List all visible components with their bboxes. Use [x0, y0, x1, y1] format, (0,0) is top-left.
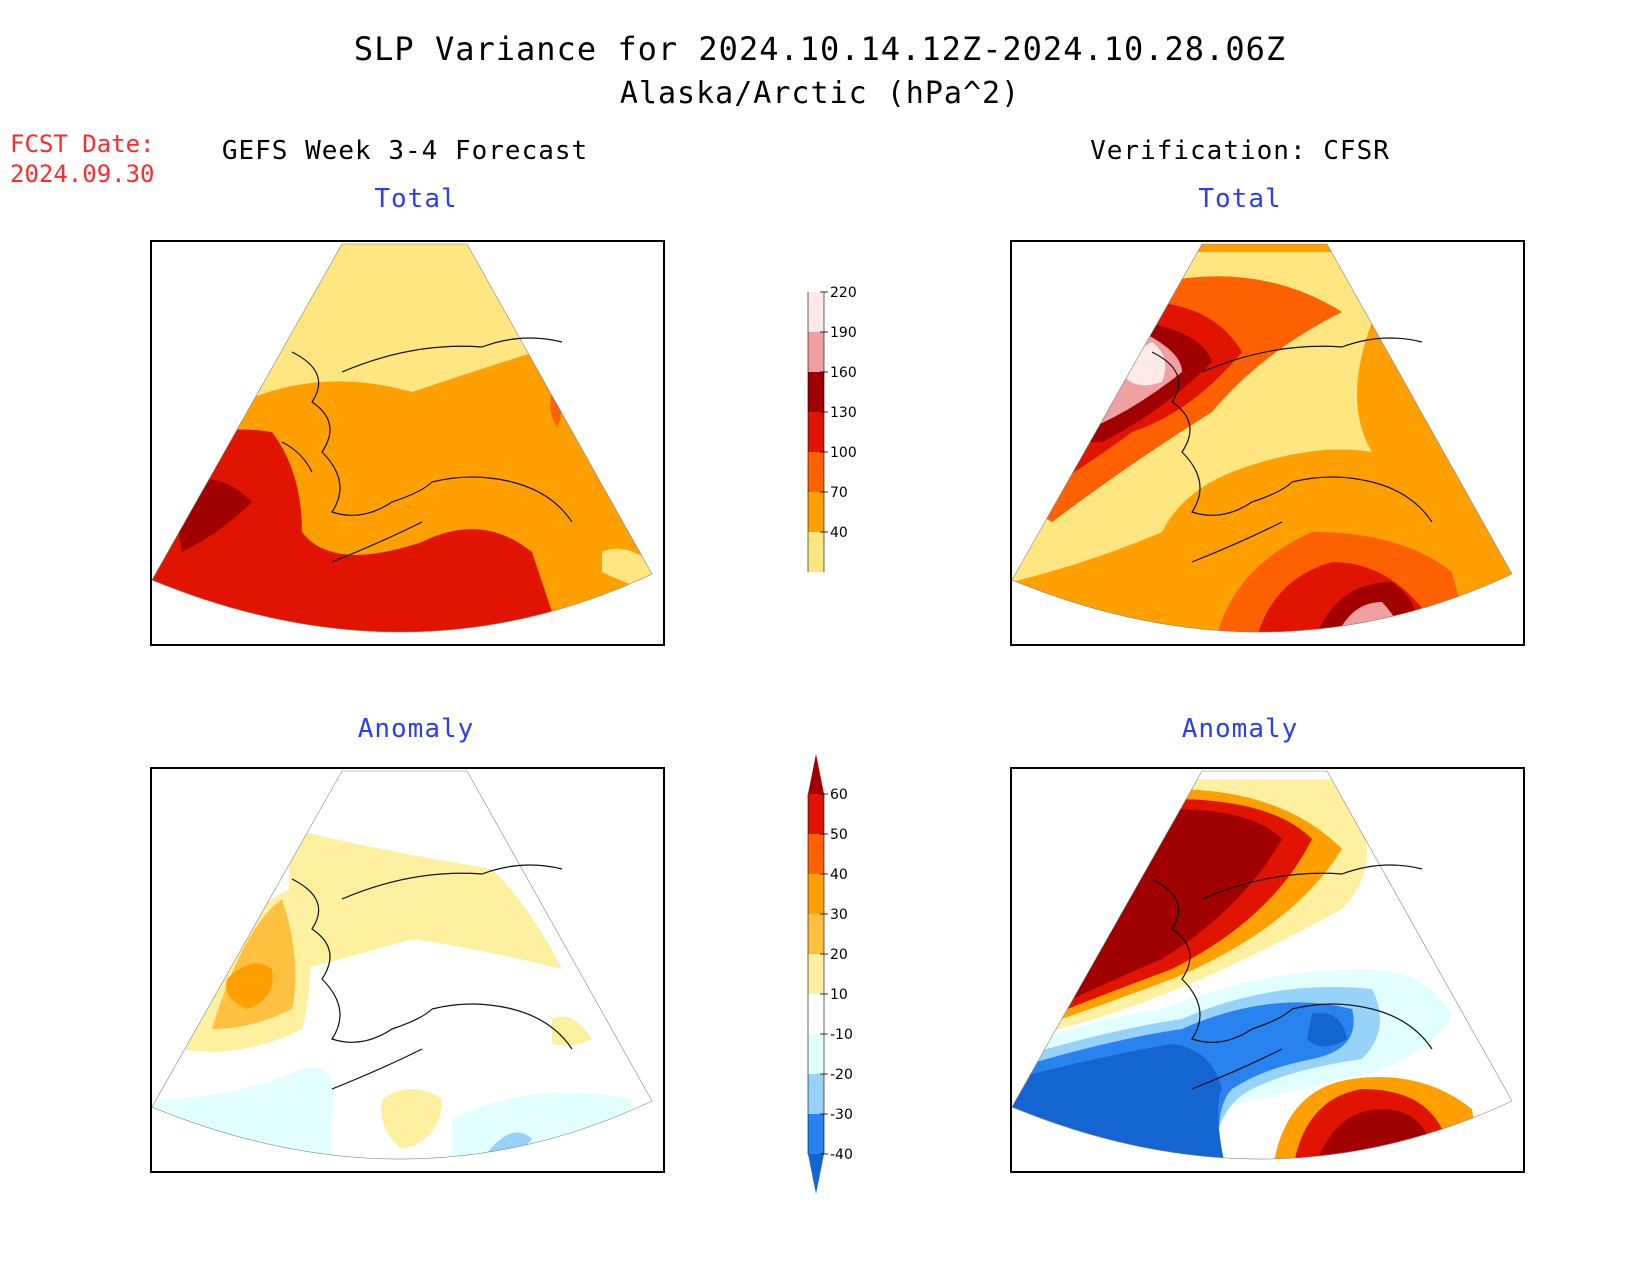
forecast-anomaly-label: Anomaly — [357, 714, 475, 744]
total-colorbar-tick-label: 160 — [830, 365, 857, 381]
page-subtitle: Alaska/Arctic (hPa^2) — [619, 76, 1021, 111]
anomaly-colorbar-swatch — [808, 1154, 824, 1194]
anomaly-colorbar-swatch — [808, 1114, 824, 1154]
anomaly-colorbar-swatch — [808, 1074, 824, 1114]
anomaly-colorbar-tick-label: 40 — [830, 867, 848, 883]
forecast-total-map — [150, 240, 665, 646]
verification-anomaly-label: Anomaly — [1181, 714, 1299, 744]
anomaly-colorbar-swatch — [808, 914, 824, 954]
total-colorbar-swatch — [808, 292, 824, 332]
fcst-date-value: 2024.09.30 — [10, 160, 155, 188]
total-colorbar-swatch — [808, 532, 824, 572]
anomaly-colorbar-tick-label: 50 — [830, 827, 848, 843]
verification-anomaly-map — [1010, 767, 1525, 1173]
total-colorbar-tick-label: 70 — [830, 485, 848, 501]
page-title: SLP Variance for 2024.10.14.12Z-2024.10.… — [353, 30, 1287, 68]
forecast-anomaly-map — [150, 767, 665, 1173]
total-colorbar-swatch — [808, 332, 824, 372]
total-colorbar-tick-label: 130 — [830, 405, 857, 421]
anomaly-colorbar-tick-label: -10 — [830, 1027, 853, 1043]
anomaly-colorbar-tick-label: -30 — [830, 1107, 853, 1123]
total-colorbar-tick-label: 220 — [830, 285, 857, 301]
total-colorbar-swatch — [808, 372, 824, 412]
anomaly-colorbar-swatch — [808, 954, 824, 994]
verification-total-label: Total — [1198, 184, 1282, 214]
total-colorbar-swatch — [808, 412, 824, 452]
verification-total-map — [1010, 240, 1525, 646]
anomaly-colorbar-tick-label: 20 — [830, 947, 848, 963]
total-colorbar-tick-label: 100 — [830, 445, 857, 461]
anomaly-colorbar-swatch — [808, 834, 824, 874]
anomaly-colorbar-tick-label: 10 — [830, 987, 848, 1003]
total-colorbar: 40 70 100 130 160 190 220 — [790, 282, 870, 626]
anomaly-colorbar-tick-label: -40 — [830, 1147, 853, 1163]
anomaly-colorbar-swatch — [808, 874, 824, 914]
anomaly-colorbar-swatch — [808, 794, 824, 834]
anomaly-colorbar-tick-label: 60 — [830, 787, 848, 803]
fcst-date-label: FCST Date: — [10, 130, 155, 158]
anomaly-colorbar-swatch — [808, 754, 824, 794]
verification-heading: Verification: CFSR — [1090, 136, 1390, 166]
total-colorbar-swatch — [808, 452, 824, 492]
total-colorbar-swatch — [808, 492, 824, 532]
anomaly-colorbar: -40 -30 -20 -10 10 20 30 40 50 60 — [790, 752, 870, 1206]
anomaly-colorbar-tick-label: 30 — [830, 907, 848, 923]
anomaly-colorbar-swatch — [808, 1034, 824, 1074]
total-colorbar-tick-label: 40 — [830, 525, 848, 541]
anomaly-colorbar-tick-label: -20 — [830, 1067, 853, 1083]
anomaly-colorbar-swatch — [808, 994, 824, 1034]
forecast-heading: GEFS Week 3-4 Forecast — [221, 136, 589, 166]
forecast-total-label: Total — [374, 184, 458, 214]
total-colorbar-tick-label: 190 — [830, 325, 857, 341]
